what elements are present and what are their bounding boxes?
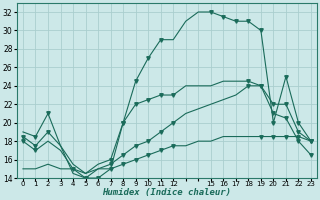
X-axis label: Humidex (Indice chaleur): Humidex (Indice chaleur): [102, 188, 231, 197]
